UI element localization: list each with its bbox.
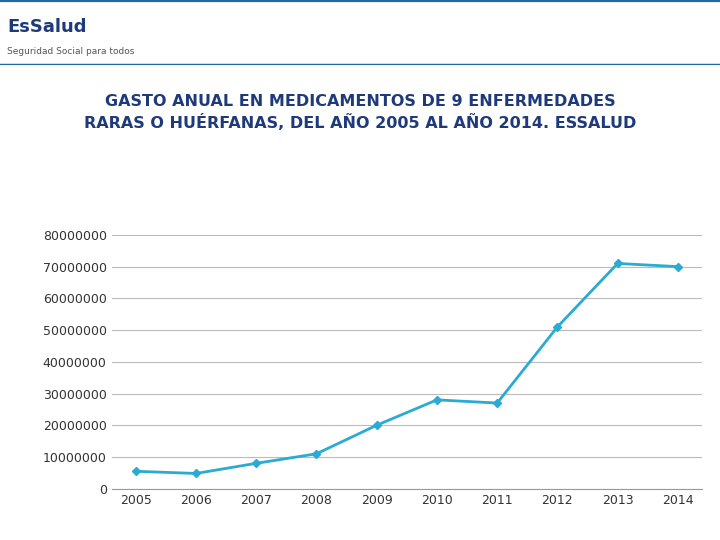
Text: EsSalud: EsSalud [7, 18, 86, 36]
Text: Seguridad Social para todos: Seguridad Social para todos [7, 47, 135, 56]
Text: GASTO ANUAL EN MEDICAMENTOS DE 9 ENFERMEDADES
RARAS O HUÉRFANAS, DEL AÑO 2005 AL: GASTO ANUAL EN MEDICAMENTOS DE 9 ENFERME… [84, 94, 636, 131]
